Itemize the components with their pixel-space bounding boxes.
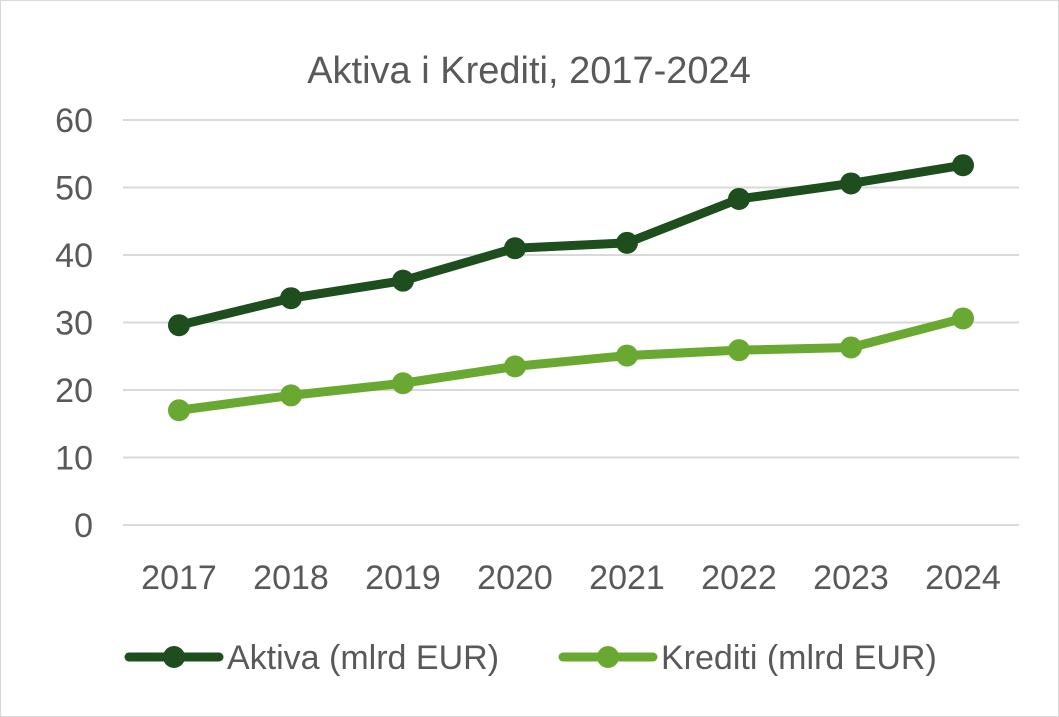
x-axis-ticks: 2017 2018 2019 2020 2021 2022 2023 2024 (141, 559, 1001, 597)
x-tick-label: 2023 (813, 559, 889, 597)
data-point (504, 355, 526, 378)
data-point (168, 314, 190, 337)
x-tick-label: 2018 (253, 559, 329, 597)
data-point (392, 269, 414, 292)
x-tick-label: 2020 (477, 559, 553, 597)
data-point (952, 307, 974, 330)
series-line (174, 313, 968, 415)
data-point (504, 237, 526, 260)
data-point (168, 399, 190, 422)
x-tick-label: 2019 (365, 559, 441, 597)
chart-title: Aktiva i Krediti, 2017-2024 (307, 50, 751, 92)
data-point (392, 372, 414, 395)
y-tick-label: 50 (55, 170, 93, 208)
legend-label: Krediti (mlrd EUR) (661, 639, 937, 677)
legend: Aktiva (mlrd EUR) Krediti (mlrd EUR) (124, 639, 937, 677)
data-point (840, 172, 862, 195)
data-point (728, 339, 750, 362)
data-point (616, 344, 638, 367)
series-2 (168, 307, 974, 422)
y-tick-label: 30 (55, 305, 93, 343)
data-point (728, 187, 750, 210)
legend-swatch-marker (597, 646, 619, 668)
legend-label: Aktiva (mlrd EUR) (227, 639, 499, 677)
y-tick-label: 0 (74, 507, 93, 545)
series-group (168, 154, 974, 422)
gridlines (123, 119, 1019, 526)
y-tick-label: 10 (55, 440, 93, 478)
y-axis-ticks: 0 10 20 30 40 50 60 (55, 102, 93, 545)
x-tick-label: 2022 (701, 559, 777, 597)
y-tick-label: 60 (55, 102, 93, 140)
series-line (174, 160, 968, 330)
data-point (952, 154, 974, 177)
x-tick-label: 2021 (589, 559, 665, 597)
legend-swatch-marker (163, 646, 185, 668)
y-tick-label: 20 (55, 372, 93, 410)
series-1 (168, 154, 974, 337)
data-point (280, 287, 302, 310)
x-tick-label: 2024 (925, 559, 1001, 597)
data-point (280, 384, 302, 407)
x-tick-label: 2017 (141, 559, 217, 597)
data-point (840, 336, 862, 359)
y-tick-label: 40 (55, 237, 93, 275)
data-point (616, 231, 638, 254)
